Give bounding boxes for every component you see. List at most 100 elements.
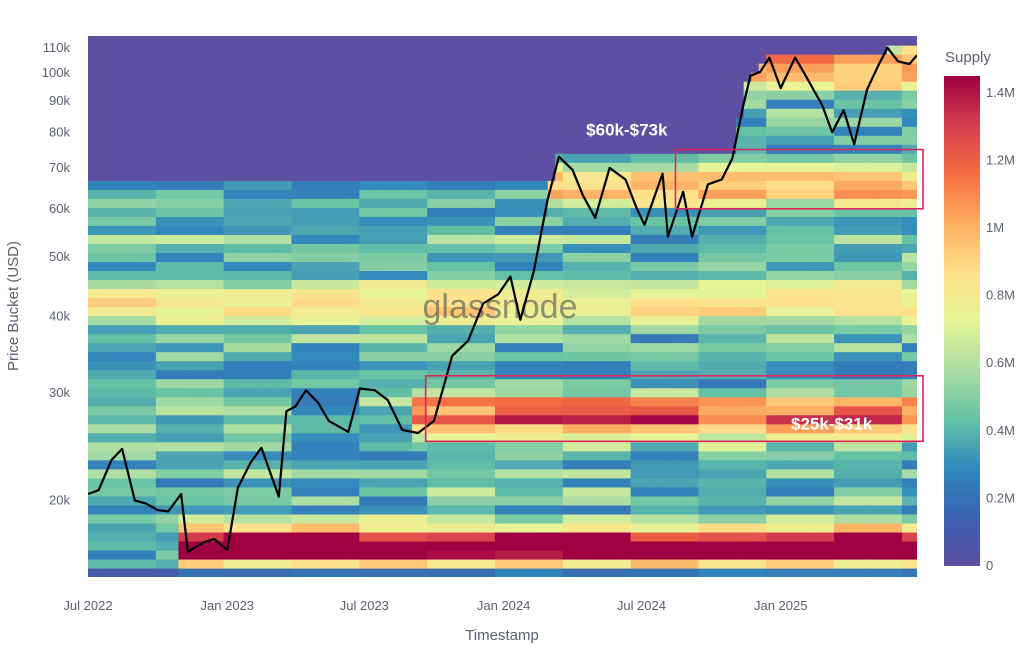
heatmap-cell: [532, 513, 541, 524]
heatmap-cell: [103, 153, 112, 163]
heatmap-cell: [118, 504, 127, 515]
heatmap-cell: [118, 468, 127, 479]
heatmap-cell: [623, 450, 632, 461]
heatmap-cell: [238, 504, 247, 515]
heatmap-cell: [457, 261, 466, 272]
heatmap-cell: [464, 567, 473, 577]
heatmap-cell: [140, 63, 149, 73]
heatmap-cell: [412, 468, 421, 479]
heatmap-cell: [555, 261, 564, 272]
heatmap-cell: [449, 243, 458, 253]
heatmap-cell: [449, 468, 458, 479]
heatmap-cell: [675, 117, 684, 127]
heatmap-cell: [389, 558, 398, 569]
heatmap-cell: [653, 414, 662, 425]
heatmap-cell: [683, 162, 692, 172]
heatmap-cell: [615, 126, 624, 136]
heatmap-cell: [185, 198, 195, 208]
heatmap-cell: [608, 522, 617, 533]
heatmap-cell: [193, 81, 202, 91]
heatmap-cell: [103, 135, 112, 145]
heatmap-cell: [683, 387, 692, 398]
heatmap-cell: [374, 252, 383, 263]
heatmap-cell: [645, 414, 654, 425]
heatmap-cell: [510, 306, 519, 317]
heatmap-cell: [645, 153, 654, 163]
heatmap-cell: [389, 414, 398, 425]
heatmap-cell: [653, 198, 662, 208]
heatmap-cell: [238, 423, 247, 434]
heatmap-cell: [668, 279, 677, 290]
heatmap-cell: [95, 387, 104, 398]
heatmap-cell: [547, 36, 556, 46]
heatmap-cell: [366, 99, 375, 109]
heatmap-cell: [427, 549, 436, 560]
heatmap-cell: [88, 324, 97, 335]
heatmap-cell: [374, 558, 383, 569]
heatmap-cell: [336, 189, 345, 199]
heatmap-cell: [314, 189, 323, 199]
heatmap-cell: [351, 207, 360, 217]
heatmap-cell: [675, 378, 684, 389]
heatmap-cell: [223, 45, 232, 55]
heatmap-cell: [306, 144, 315, 154]
heatmap-cell: [276, 306, 285, 317]
heatmap-cell: [314, 441, 323, 452]
heatmap-cell: [216, 36, 225, 46]
heatmap-cell: [201, 243, 210, 253]
heatmap-cell: [555, 522, 564, 533]
heatmap-cell: [705, 522, 715, 533]
heatmap-cell: [412, 135, 421, 145]
heatmap-cell: [359, 117, 368, 127]
heatmap-cell: [630, 351, 639, 362]
heatmap-cell: [396, 54, 406, 64]
heatmap-cell: [434, 216, 443, 226]
heatmap-cell: [494, 387, 504, 398]
heatmap-cell: [366, 387, 375, 398]
heatmap-cell: [193, 45, 202, 55]
heatmap-cell: [253, 333, 262, 344]
heatmap-cell: [223, 423, 232, 434]
heatmap-cell: [668, 378, 677, 389]
heatmap-cell: [283, 549, 293, 560]
heatmap-cell: [645, 369, 654, 380]
heatmap-cell: [389, 180, 398, 190]
heatmap-cell: [427, 405, 436, 416]
heatmap-cell: [133, 405, 142, 416]
heatmap-cell: [253, 513, 262, 524]
heatmap-cell: [540, 405, 549, 416]
heatmap-cell: [133, 117, 142, 127]
heatmap-cell: [555, 297, 564, 308]
heatmap-cell: [615, 117, 624, 127]
heatmap-cell: [140, 252, 149, 263]
heatmap-cell: [246, 414, 255, 425]
heatmap-cell: [577, 99, 586, 109]
heatmap-cell: [389, 441, 398, 452]
heatmap-cell: [547, 225, 556, 235]
heatmap-cell: [577, 324, 586, 335]
heatmap-cell: [261, 180, 270, 190]
heatmap-cell: [231, 252, 240, 263]
heatmap-cell: [329, 36, 338, 46]
heatmap-cell: [487, 360, 496, 371]
heatmap-cell: [366, 144, 375, 154]
heatmap-cell: [412, 234, 421, 244]
heatmap-cell: [238, 315, 247, 326]
heatmap-cell: [95, 450, 104, 461]
heatmap-cell: [630, 126, 639, 136]
heatmap-cell: [434, 333, 443, 344]
heatmap-cell: [427, 369, 436, 380]
heatmap-cell: [623, 351, 632, 362]
heatmap-cell: [600, 387, 609, 398]
heatmap-cell: [193, 441, 202, 452]
heatmap-cell: [510, 243, 519, 253]
heatmap-cell: [336, 405, 345, 416]
heatmap-cell: [253, 162, 262, 172]
heatmap-cell: [246, 279, 255, 290]
heatmap-cell: [291, 531, 300, 542]
heatmap-cell: [479, 477, 489, 488]
heatmap-cell: [630, 90, 639, 100]
heatmap-cell: [110, 81, 119, 91]
heatmap-cell: [185, 72, 195, 82]
heatmap-cell: [321, 216, 330, 226]
